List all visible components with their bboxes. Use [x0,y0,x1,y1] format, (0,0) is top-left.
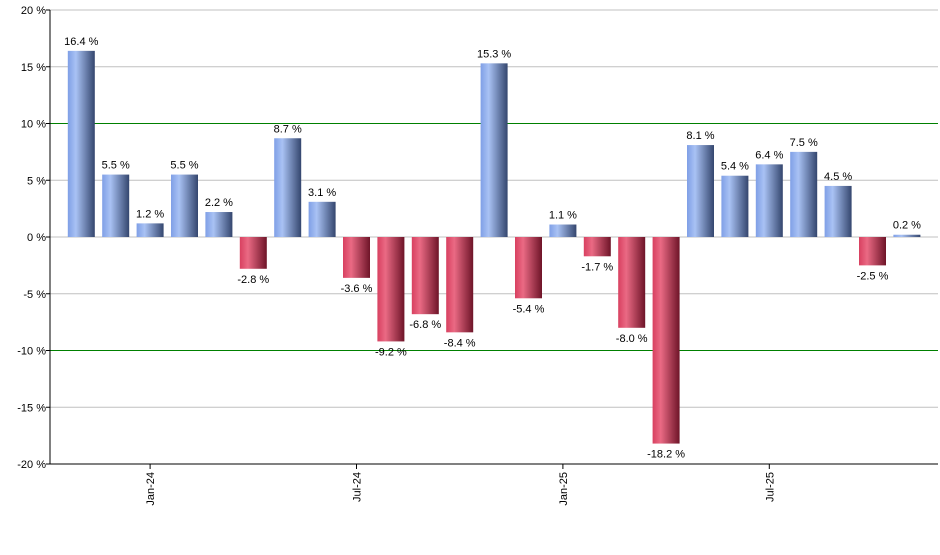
data-label: 2.2 % [205,197,233,209]
data-label: -9.2 % [375,346,407,358]
bar-Aug-25 [790,151,818,237]
data-label: -8.4 % [444,337,476,349]
bar-Mar-25 [618,237,646,328]
x-tick-label: Jul-24 [352,472,364,502]
y-tick-label: -10 % [17,346,46,358]
x-tick-label: Jan-25 [558,472,570,506]
y-tick-label: 0 % [27,232,46,244]
data-label: 16.4 % [64,36,98,48]
y-tick-label: -20 % [17,459,46,471]
y-tick-label: 10 % [21,119,46,131]
data-label: -2.8 % [237,274,269,286]
data-label: -6.8 % [409,319,441,331]
bar-Feb-24 [171,174,198,237]
bar-Oct-25 [859,237,886,266]
bar-Aug-24 [377,237,405,342]
data-label: 5.5 % [170,160,198,172]
y-tick-label: 20 % [21,5,46,17]
bar-Nov-25 [893,234,921,237]
x-tick-label: Jul-25 [764,472,776,502]
data-label: 7.5 % [790,137,818,149]
y-tick-label: 5 % [27,175,46,187]
y-tick-label: 15 % [21,62,46,74]
data-label: -1.7 % [581,261,613,273]
bar-Apr-24 [239,237,267,269]
data-label: -3.6 % [341,283,373,295]
bar-Jan-25 [549,224,577,237]
bar-Apr-25 [652,237,680,444]
bar-Jan-24 [136,223,164,237]
data-label: 8.7 % [274,123,302,135]
bar-Jun-24 [308,201,336,237]
bar-May-25 [687,145,714,237]
bar-Sep-24 [411,237,439,315]
bar-Jun-25 [721,175,749,237]
data-label: 15.3 % [477,48,511,60]
data-label: -8.0 % [616,333,648,345]
data-label: 3.1 % [308,187,336,199]
bar-Jul-24 [343,237,370,278]
y-tick-label: -15 % [17,402,46,414]
data-label: 6.4 % [755,149,783,161]
data-label: -5.4 % [513,303,545,315]
data-label: -2.5 % [857,270,889,282]
data-label: 1.2 % [136,208,164,220]
data-label: -18.2 % [647,449,685,461]
bar-Nov-24 [480,63,508,237]
x-tick-label: Jan-24 [145,472,157,506]
data-label: 8.1 % [686,130,714,142]
bar-Feb-25 [583,237,611,257]
data-label: 0.2 % [893,220,921,232]
y-tick-label: -5 % [23,289,46,301]
data-label: 5.4 % [721,161,749,173]
bar-Dec-23 [102,174,130,237]
bar-Mar-24 [205,212,233,237]
bar-Jul-25 [755,164,783,237]
bar-Dec-24 [515,237,542,299]
data-label: 5.5 % [102,160,130,172]
bar-Nov-23 [67,50,95,237]
data-label: 1.1 % [549,210,577,222]
data-label: 4.5 % [824,171,852,183]
bar-Oct-24 [446,237,474,333]
bar-Sep-25 [824,185,852,237]
bar-May-24 [274,138,302,237]
